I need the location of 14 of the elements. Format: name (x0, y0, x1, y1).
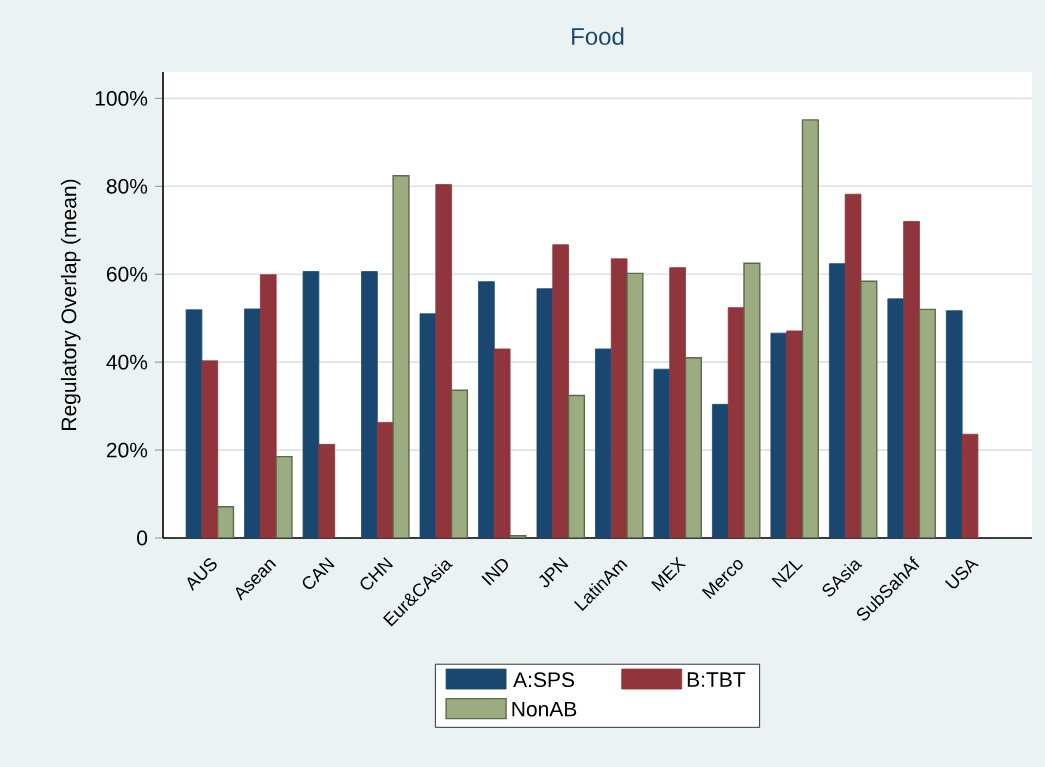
legend-label: NonAB (512, 701, 577, 717)
y-tick-label: 80% (106, 178, 148, 194)
chart-title: Food (572, 27, 624, 45)
y-tick-label: 100% (95, 90, 148, 106)
legend-label: B:TBT (687, 672, 746, 687)
y-tick-label: 60% (106, 266, 148, 282)
y-tick-label: 0 (137, 530, 148, 546)
legend-label: A:SPS (513, 672, 575, 688)
y-tick-label: 40% (106, 354, 148, 370)
x-tick-label: USA (944, 559, 979, 589)
y-axis-title: Regulatory Overlap (mean) (60, 179, 81, 430)
x-tick-label: IND (481, 558, 508, 586)
x-tick-label: NZL (771, 560, 803, 588)
y-tick-label: 20% (106, 442, 148, 458)
